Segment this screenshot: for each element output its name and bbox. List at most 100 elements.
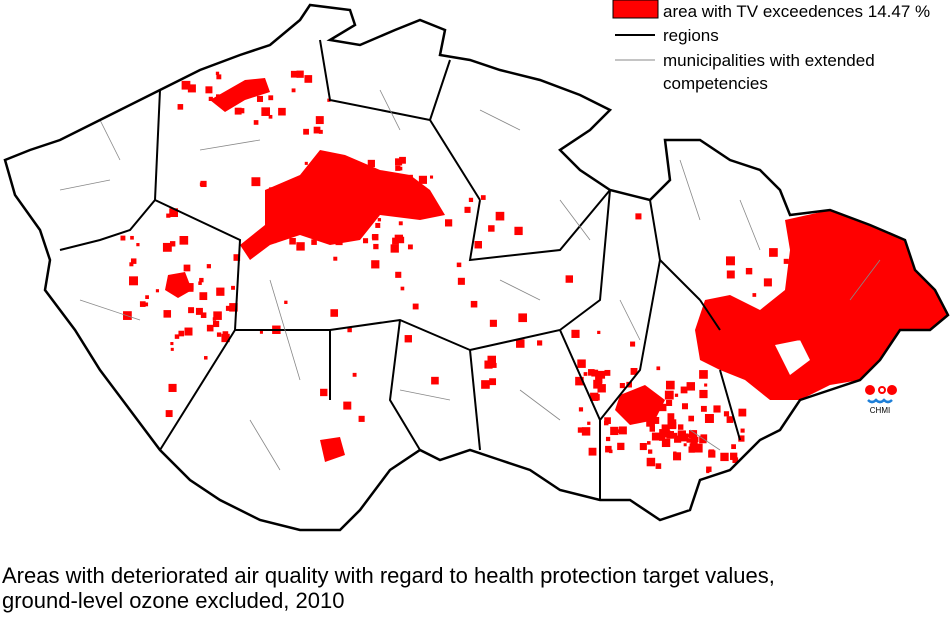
exceedence-cell xyxy=(799,271,806,278)
exceedence-cell xyxy=(634,391,640,397)
exceedence-cell xyxy=(429,175,434,179)
exceedence-cell xyxy=(687,434,691,438)
logo-text: CHMI xyxy=(870,406,890,415)
logo-dot xyxy=(887,385,897,395)
exceedence-cell xyxy=(516,339,525,348)
exceedence-cell xyxy=(392,237,399,245)
exceedence-cell xyxy=(728,297,733,302)
exceedence-cell xyxy=(318,129,323,134)
exceedence-cell xyxy=(581,427,591,436)
exceedence-cell xyxy=(666,431,674,439)
exceedence-cell xyxy=(395,165,401,171)
exceedence-cell xyxy=(407,244,413,250)
exceedence-cell xyxy=(470,300,478,308)
exceedence-cell xyxy=(345,223,351,229)
exceedence-cell xyxy=(673,452,682,461)
exceedence-cell xyxy=(604,417,611,424)
exceedence-cell xyxy=(723,308,728,313)
exceedence-cell xyxy=(299,205,304,211)
exceedence-cell xyxy=(343,401,352,410)
exceedence-cell xyxy=(537,340,543,346)
exceedence-cell xyxy=(635,213,642,220)
exceedence-cell xyxy=(268,95,274,101)
exceedence-cell xyxy=(165,410,173,418)
exceedence-cell xyxy=(756,467,761,472)
exceedence-cell xyxy=(239,108,245,114)
exceedence-cell xyxy=(597,330,601,335)
exceedence-cell xyxy=(699,370,708,379)
exceedence-cell xyxy=(304,161,308,165)
exceedence-cell xyxy=(290,70,298,78)
exceedence-cell xyxy=(591,369,599,377)
exceedence-cell xyxy=(674,393,679,397)
exceedence-cell xyxy=(261,107,270,116)
exceedence-cell xyxy=(613,180,620,187)
exceedence-cell xyxy=(489,378,497,386)
exceedence-cell xyxy=(773,314,778,319)
exceedence-cell xyxy=(659,403,667,412)
exceedence-cell xyxy=(337,171,347,181)
exceedence-cell xyxy=(412,303,419,310)
legend-label: regions xyxy=(663,26,719,45)
exceedence-cell xyxy=(708,449,715,456)
exceedence-cell xyxy=(656,366,661,371)
exceedence-cell xyxy=(326,168,331,173)
gap xyxy=(775,340,810,375)
exceedence-cell xyxy=(464,206,471,213)
exceedence-cell xyxy=(398,166,403,171)
exceedence-cell xyxy=(330,309,339,317)
exceedence-cell xyxy=(358,415,365,422)
exceedence-cell xyxy=(269,187,274,192)
exceedence-cell xyxy=(734,314,740,321)
exceedence-cell xyxy=(693,443,703,453)
exceedence-cell xyxy=(199,182,204,187)
exceedence-cell xyxy=(665,380,675,390)
exceedence-cell xyxy=(726,416,734,423)
exceedence-cell xyxy=(686,438,691,443)
exceedence-cell xyxy=(618,429,622,434)
exceedence-cell xyxy=(311,239,317,245)
exceedence-cell xyxy=(677,432,684,438)
exceedence-cell xyxy=(769,248,778,257)
exceedence-cell xyxy=(229,303,238,312)
municipality-lines xyxy=(59,89,881,471)
exceedence-cell xyxy=(404,335,412,343)
exceedence-cell xyxy=(666,399,673,406)
caption: Areas with deteriorated air quality with… xyxy=(2,563,775,613)
legend-label: municipalities with extended competencie… xyxy=(663,51,875,93)
exceedence-cell xyxy=(680,433,689,442)
exceedence-cell xyxy=(327,98,331,102)
exceedence-cell xyxy=(730,452,738,460)
exceedence-cell xyxy=(168,383,177,392)
caption-line: ground-level ozone excluded, 2010 xyxy=(2,588,345,613)
exceedence-cell xyxy=(700,405,707,412)
plzen-area xyxy=(165,272,192,298)
exceedence-cell xyxy=(251,177,261,187)
exceedence-cell xyxy=(188,307,195,314)
exceedence-cell xyxy=(783,258,789,264)
exceedence-cell xyxy=(216,332,222,337)
exceedence-cell xyxy=(578,407,584,412)
exceedence-cell xyxy=(316,230,323,236)
exceedence-cell xyxy=(199,292,208,301)
exceedence-cell xyxy=(817,308,822,313)
exceedence-cell xyxy=(277,187,287,197)
exceedence-cell xyxy=(315,116,324,125)
exceedence-cell xyxy=(677,424,684,430)
exceedence-cell xyxy=(205,86,213,94)
exceedence-cell xyxy=(155,289,160,293)
exceedence-cell xyxy=(618,426,627,435)
exceedence-cell xyxy=(605,445,612,453)
exceedence-cell xyxy=(170,341,174,346)
exceedence-cell xyxy=(829,308,838,317)
exceedence-cell xyxy=(474,241,482,249)
exceedence-cell xyxy=(338,216,346,225)
exceedence-cell xyxy=(206,324,214,332)
exceedence-cell xyxy=(198,281,202,285)
logo-wave xyxy=(867,398,893,404)
exceedence-cell xyxy=(285,228,294,237)
exceedence-cell xyxy=(344,210,350,216)
exceedence-cell xyxy=(583,372,588,376)
exceedence-cell xyxy=(395,158,403,166)
